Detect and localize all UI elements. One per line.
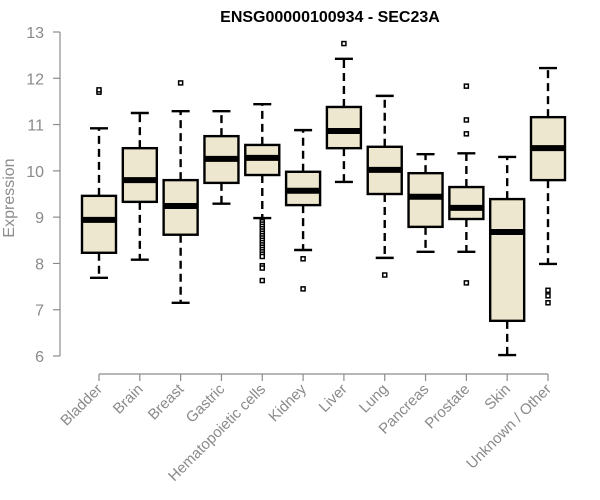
outlier-point bbox=[341, 40, 347, 47]
box-brain bbox=[121, 111, 159, 261]
box-unknown-other bbox=[529, 66, 567, 306]
box-lung bbox=[366, 94, 403, 278]
y-tick-label: 6 bbox=[35, 349, 44, 366]
outlier-point bbox=[300, 256, 306, 262]
y-tick-label: 10 bbox=[26, 164, 44, 181]
iqr-box bbox=[121, 146, 159, 204]
x-tick-label: Lung bbox=[356, 381, 392, 417]
box-breast bbox=[162, 80, 199, 304]
outlier-point bbox=[463, 280, 470, 286]
outlier-point bbox=[259, 265, 266, 271]
iqr-box bbox=[407, 171, 444, 229]
outlier-point bbox=[463, 83, 470, 89]
box-liver bbox=[325, 40, 363, 184]
y-tick-label: 8 bbox=[35, 256, 44, 273]
x-tick-label: Skin bbox=[481, 381, 514, 414]
y-tick-label: 7 bbox=[35, 303, 44, 320]
box-hematopoietic-cells bbox=[244, 103, 281, 284]
box-prostate bbox=[448, 83, 485, 286]
boxes-layer bbox=[80, 40, 567, 357]
y-axis-label: Expression bbox=[1, 158, 18, 237]
x-tick-label: Kidney bbox=[265, 380, 310, 425]
outlier-point bbox=[545, 293, 551, 299]
y-tick-label: 12 bbox=[26, 71, 44, 88]
y-tick-label: 13 bbox=[26, 25, 44, 42]
x-tick-label: Bladder bbox=[57, 381, 106, 430]
iqr-box bbox=[325, 105, 363, 150]
outlier-point bbox=[381, 272, 388, 278]
box-kidney bbox=[284, 128, 322, 292]
outlier-point bbox=[259, 253, 266, 260]
outlier-point bbox=[96, 87, 102, 93]
x-tick-label: Brain bbox=[110, 381, 147, 418]
x-tick-label: Breast bbox=[145, 380, 188, 423]
iqr-box bbox=[80, 194, 118, 254]
outlier-point bbox=[259, 277, 266, 284]
y-axis: 6 7 8 9 10 11 12 13 bbox=[26, 25, 61, 366]
outlier-point bbox=[463, 117, 470, 123]
box-skin bbox=[488, 155, 526, 357]
x-tick-label: Prostate bbox=[422, 381, 474, 433]
y-tick-label: 9 bbox=[35, 210, 44, 227]
box-bladder bbox=[80, 87, 118, 279]
iqr-box bbox=[488, 197, 526, 323]
chart-title: ENSG00000100934 - SEC23A bbox=[220, 9, 440, 26]
outlier-point bbox=[463, 131, 470, 137]
iqr-box bbox=[448, 185, 485, 221]
outlier-point bbox=[177, 80, 184, 86]
y-tick-label: 11 bbox=[27, 118, 44, 135]
box-pancreas bbox=[407, 152, 444, 254]
box-gastric bbox=[203, 109, 240, 205]
outlier-point bbox=[545, 287, 551, 294]
x-tick-label: Liver bbox=[316, 381, 351, 416]
outlier-point bbox=[545, 300, 551, 306]
outlier-point bbox=[300, 286, 306, 292]
